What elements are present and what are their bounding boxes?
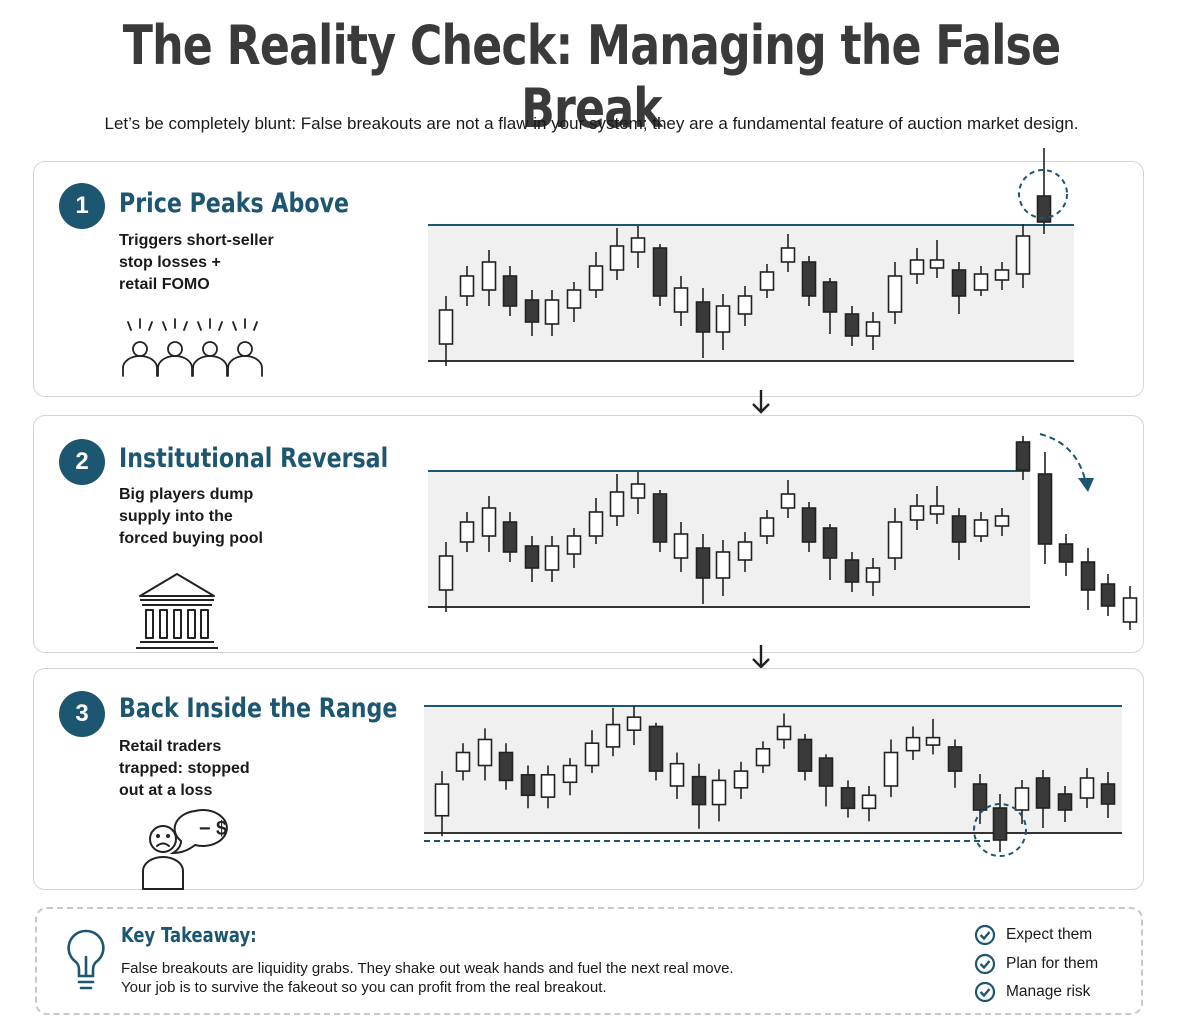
loss-bubble-text: − $ — [199, 818, 227, 840]
checklist: Expect them Plan for them Manage risk — [974, 921, 1098, 1007]
checklist-item: Plan for them — [974, 950, 1098, 979]
check-circle-icon — [974, 925, 996, 946]
key-takeaway-box: Key Takeaway: False breakouts are liquid… — [35, 907, 1143, 1015]
checklist-label: Expect them — [1006, 926, 1093, 944]
step-panel-2: 2 Institutional Reversal Big players dum… — [33, 415, 1144, 653]
step-description: Triggers short-seller stop losses + reta… — [119, 230, 319, 296]
step-title: Price Peaks Above — [119, 188, 350, 219]
desc-line: stop losses + — [119, 254, 221, 271]
bank-icon — [136, 573, 218, 649]
desc-line: retail FOMO — [119, 276, 210, 293]
desc-line: supply into the — [119, 508, 233, 525]
checklist-label: Plan for them — [1006, 954, 1099, 972]
takeaway-text: False breakouts are liquidity grabs. The… — [121, 959, 841, 997]
step-panel-3: 3 Back Inside the Range Retail traders t… — [33, 668, 1144, 890]
step-description: Big players dump supply into the forced … — [119, 484, 319, 550]
checklist-label: Manage risk — [1006, 983, 1091, 1001]
checklist-item: Manage risk — [974, 978, 1098, 1007]
takeaway-line: False breakouts are liquidity grabs. The… — [121, 960, 734, 977]
flow-arrow-down-icon — [749, 641, 773, 671]
desc-line: Retail traders — [119, 738, 222, 755]
page-title: The Reality Check: Managing the False Br… — [122, 14, 1061, 140]
desc-line: Triggers short-seller — [119, 232, 274, 249]
step-number-badge: 2 — [59, 439, 105, 485]
step-number-badge: 1 — [59, 183, 105, 229]
desc-line: Big players dump — [119, 486, 254, 503]
check-circle-icon — [974, 953, 996, 974]
step-title: Institutional Reversal — [119, 443, 389, 474]
sad-trader-icon: − $ — [142, 809, 228, 890]
crowd-icon — [122, 318, 263, 377]
check-circle-icon — [974, 982, 996, 1003]
flow-arrow-down-icon — [749, 386, 773, 416]
step-title: Back Inside the Range — [119, 693, 398, 724]
takeaway-line: Your job is to survive the fakeout so yo… — [121, 979, 607, 996]
desc-line: out at a loss — [119, 782, 213, 799]
step-description: Retail traders trapped: stopped out at a… — [119, 736, 319, 802]
step-panel-1: 1 Price Peaks Above Triggers short-selle… — [33, 161, 1144, 397]
desc-line: trapped: stopped — [119, 760, 250, 777]
step-number-badge: 3 — [59, 691, 105, 737]
checklist-item: Expect them — [974, 921, 1098, 950]
takeaway-title: Key Takeaway: — [121, 923, 257, 947]
desc-line: forced buying pool — [119, 530, 263, 547]
page-subtitle: Let’s be completely blunt: False breakou… — [104, 114, 1079, 133]
lightbulb-icon — [67, 929, 105, 990]
